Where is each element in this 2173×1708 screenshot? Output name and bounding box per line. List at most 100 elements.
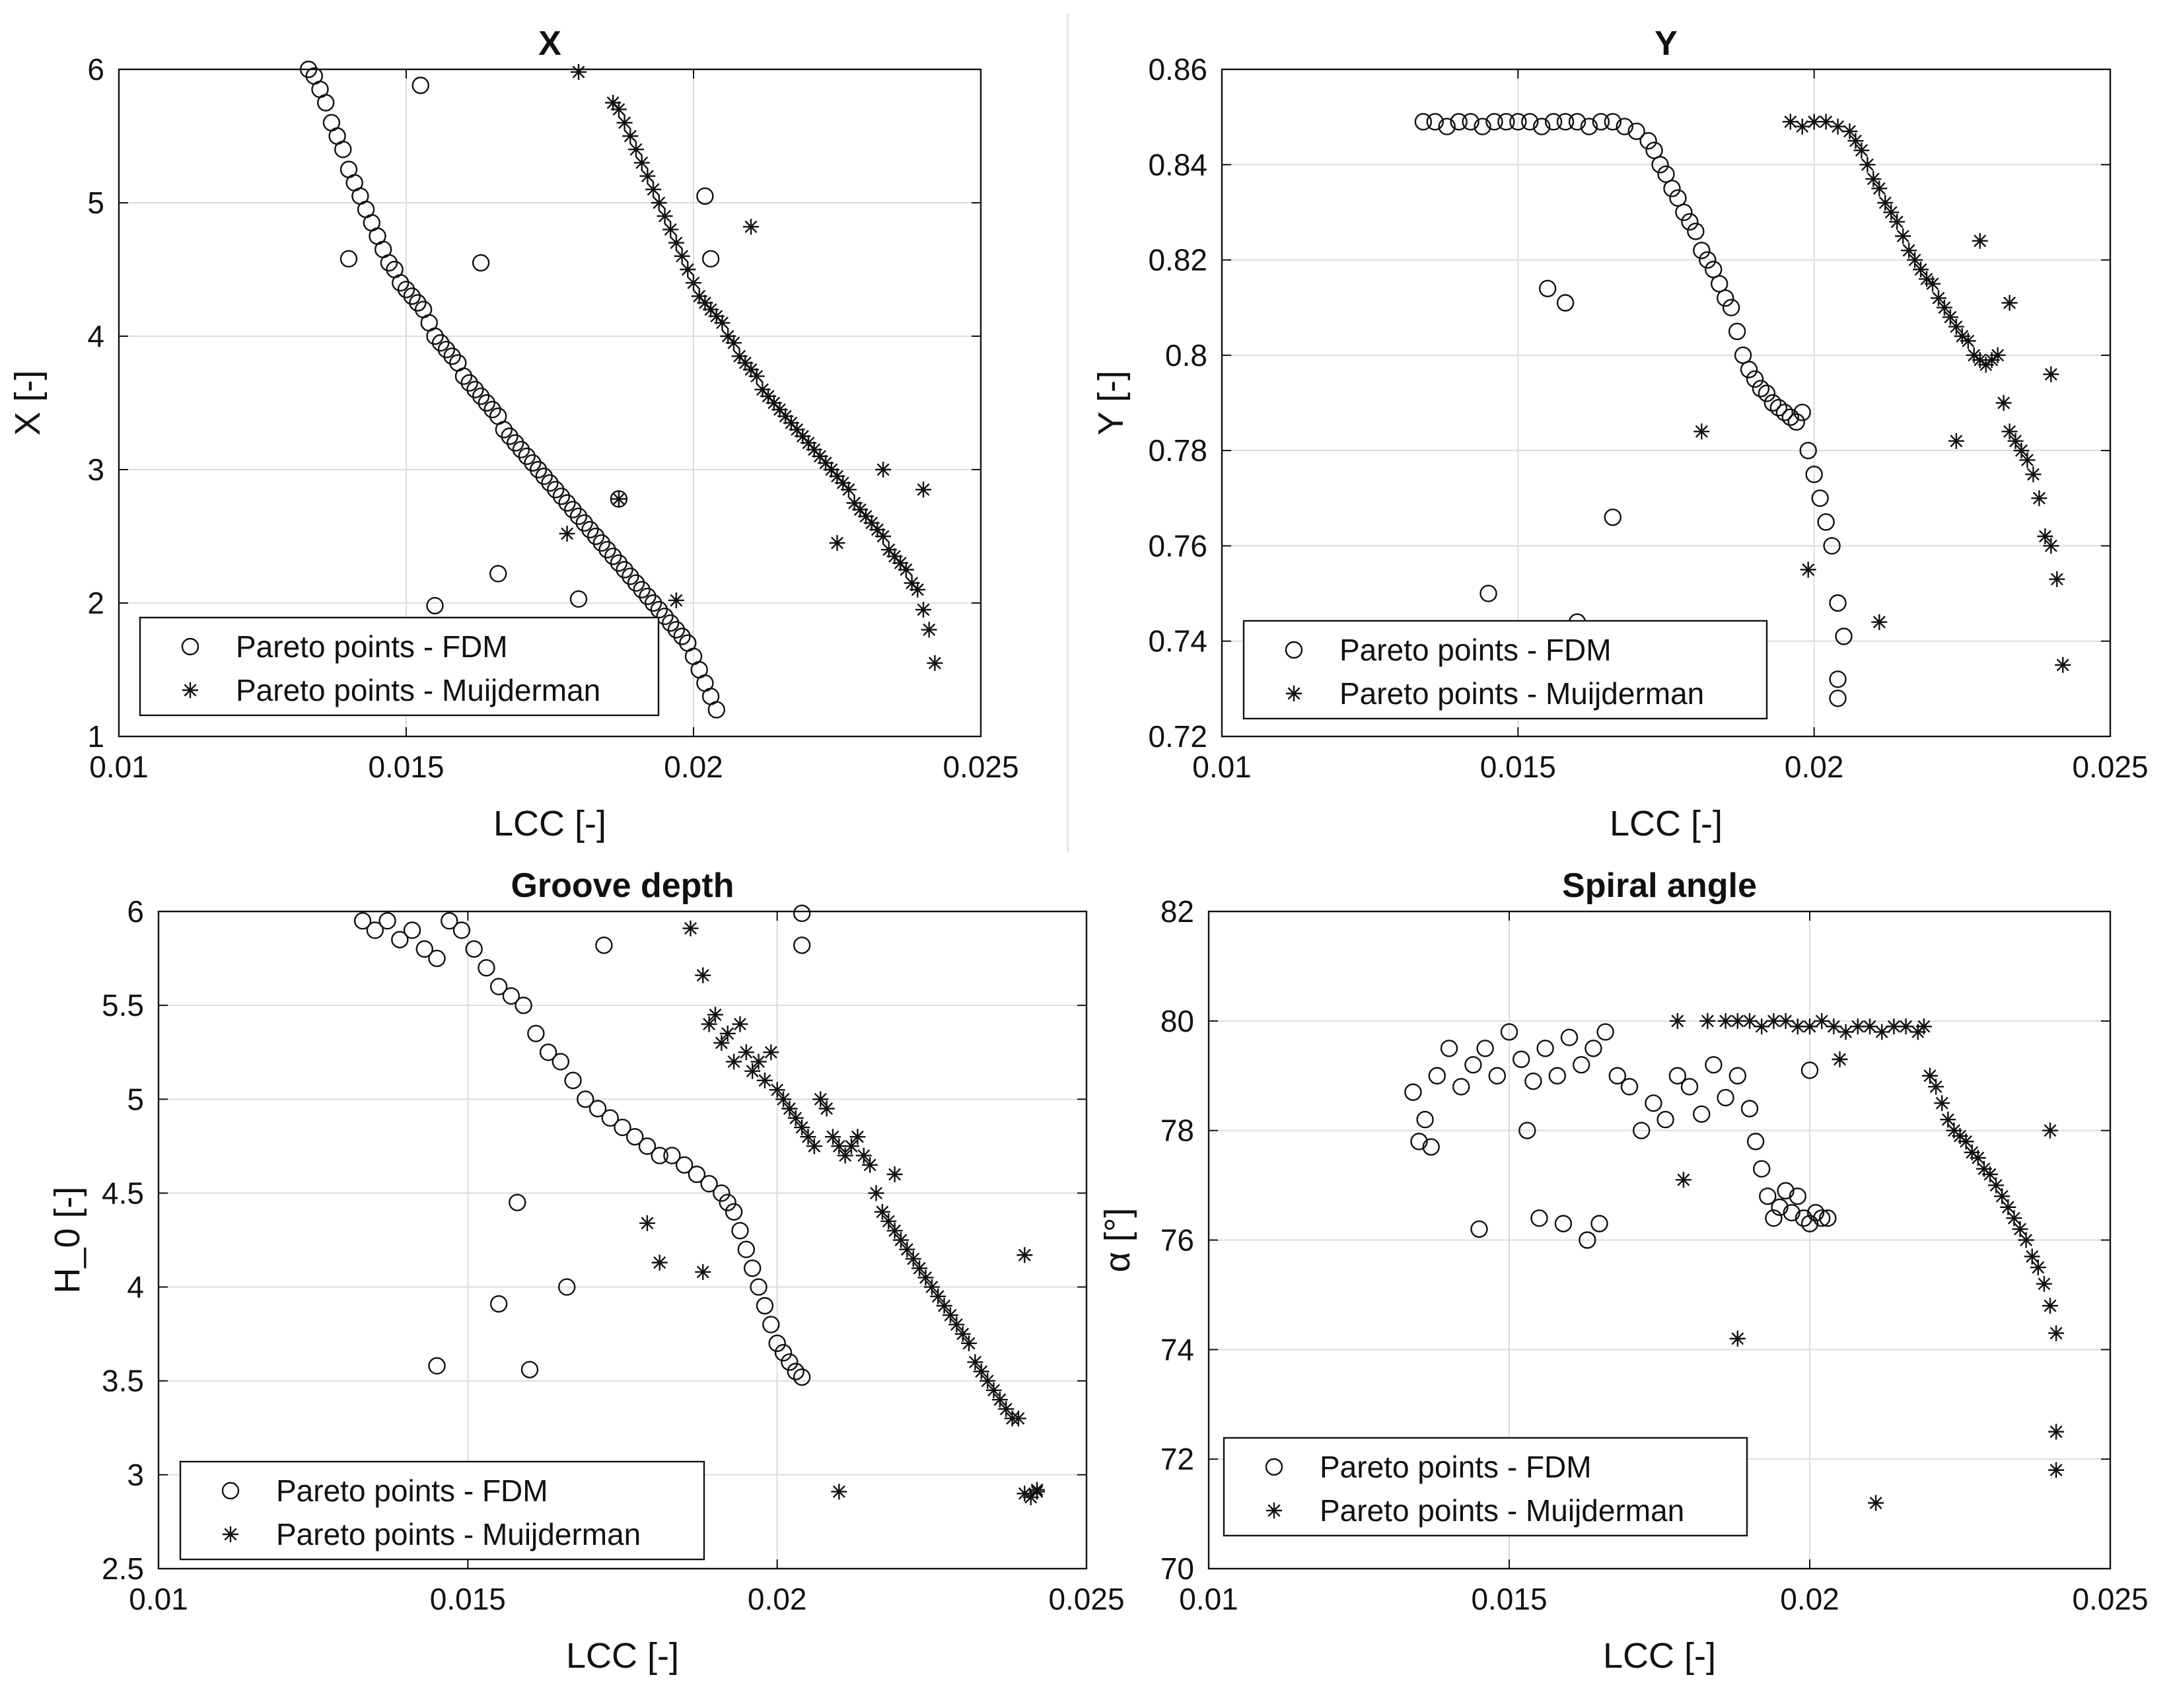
chart-1-point-fdm <box>460 374 478 392</box>
chart-4-point-muijderman <box>1988 1177 2005 1193</box>
chart-1-point-muijderman <box>869 521 886 538</box>
chart-2-point-muijderman <box>1865 170 1882 187</box>
chart-4-point-muijderman <box>1675 1172 1692 1188</box>
chart-2-point-fdm <box>1479 585 1497 602</box>
chart-4-point-muijderman <box>1994 1188 2011 1205</box>
chart-4-point-fdm <box>1410 1133 1428 1151</box>
chart-1-legend-label: Pareto points - FDM <box>236 629 508 664</box>
chart-1-point-muijderman <box>720 328 736 344</box>
chart-3-point-fdm <box>366 921 384 939</box>
chart-3-point-fdm <box>793 936 811 954</box>
chart-4-point-muijderman <box>1964 1144 1980 1160</box>
chart-1-legend: Pareto points - FDM Pareto points - Muijd… <box>139 616 660 717</box>
chart-3-point-fdm <box>768 1334 786 1353</box>
chart-1-point-fdm <box>633 581 651 598</box>
chart-4-point-fdm <box>1512 1050 1530 1069</box>
chart-1-point-muijderman <box>863 515 880 531</box>
chart-4-point-fdm <box>1470 1220 1488 1238</box>
chart-4-point-muijderman <box>1976 1160 1992 1177</box>
chart-1-point-muijderman <box>898 561 914 578</box>
chart-1-point-fdm <box>656 608 674 625</box>
chart-4-point-fdm <box>1680 1078 1699 1096</box>
chart-2-point-fdm <box>1811 489 1829 507</box>
chart-4-point-muijderman <box>2036 1275 2052 1292</box>
chart-4-point-muijderman <box>1898 1018 1914 1035</box>
chart-2-point-muijderman <box>1948 318 1964 335</box>
chart-4-point-muijderman <box>1915 1018 1932 1035</box>
chart-3-legend-marker-fdm <box>221 1481 240 1500</box>
chart-3-point-muijderman <box>824 1129 841 1145</box>
chart-1-point-fdm <box>610 554 628 572</box>
chart-1-point-muijderman <box>633 155 650 171</box>
chart-3-point-fdm <box>378 912 396 930</box>
chart-1-ytick-label: 3 <box>87 452 104 487</box>
chart-2-point-fdm <box>1604 508 1622 526</box>
chart-4-point-fdm <box>1518 1121 1536 1139</box>
chart-4-point-fdm <box>1500 1023 1518 1041</box>
chart-3-series-2 <box>639 920 1046 1505</box>
chart-2-point-fdm <box>1462 113 1479 131</box>
chart-3-point-fdm <box>428 1357 446 1375</box>
chart-2-point-fdm <box>1521 113 1539 131</box>
chart-3-point-muijderman <box>695 1263 711 1280</box>
chart-3-xtick-label: 0.02 <box>748 1582 807 1616</box>
chart-3-point-fdm <box>509 1193 526 1211</box>
chart-3-point-muijderman <box>967 1354 983 1370</box>
chart-3-point-fdm <box>614 1118 631 1137</box>
chart-3-point-muijderman <box>905 1250 921 1267</box>
chart-1-point-fdm <box>564 501 582 518</box>
chart-3-point-muijderman <box>874 1203 890 1220</box>
chart-1-point-fdm <box>472 387 490 406</box>
chart-4-point-fdm <box>1800 1215 1819 1232</box>
chart-2-point-muijderman <box>1800 561 1816 578</box>
chart-2-point-muijderman <box>1977 357 1994 373</box>
chart-3-point-fdm <box>428 949 446 968</box>
chart-1-point-fdm <box>701 250 720 268</box>
chart-1-point-muijderman <box>559 525 575 542</box>
chart-1-point-fdm <box>529 460 548 479</box>
chart-4-xlabel: LCC [-] <box>1603 1636 1716 1676</box>
chart-2-point-fdm <box>1450 113 1468 131</box>
chart-1-xlabel: LCC [-] <box>493 804 606 843</box>
chart-3-xlabel: LCC [-] <box>566 1636 679 1676</box>
chart-1-point-muijderman <box>674 248 690 264</box>
chart-2-point-fdm <box>1787 413 1805 431</box>
chart-2-point-muijderman <box>1930 290 1946 306</box>
chart-3-point-fdm <box>577 1090 594 1108</box>
chart-3-point-muijderman <box>651 1254 668 1271</box>
chart-3-point-muijderman <box>800 1129 816 1145</box>
chart-1-point-fdm <box>541 474 559 492</box>
chart-4-point-muijderman <box>1832 1051 1848 1067</box>
chart-4-point-fdm <box>1590 1215 1608 1232</box>
chart-4-point-fdm <box>1560 1028 1579 1046</box>
chart-1: 0.01 0.015 0.02 0.025 1 2 3 4 5 6 X LCC [-] X [-] Par… <box>8 24 1019 843</box>
chart-1-ytick-label: 1 <box>87 719 104 754</box>
chart-2-point-fdm <box>1509 113 1527 131</box>
chart-2-point-fdm <box>1740 361 1758 378</box>
chart-3-ytick-label: 2.5 <box>102 1551 144 1586</box>
chart-3-point-muijderman <box>911 1260 928 1277</box>
chart-1-point-muijderman <box>927 655 943 671</box>
chart-3-ylabel: H_0 [-] <box>48 1186 87 1293</box>
chart-2-point-muijderman <box>1942 309 1958 326</box>
chart-1-point-fdm <box>581 520 599 539</box>
chart-4-point-muijderman <box>1958 1133 1974 1150</box>
chart-4-point-muijderman <box>1940 1112 1956 1128</box>
chart-1-point-muijderman <box>760 388 777 404</box>
chart-1-legend-marker-fdm <box>181 637 199 656</box>
chart-4-legend-marker-fdm <box>1265 1458 1283 1476</box>
chart-4-point-muijderman <box>1849 1018 1866 1035</box>
chart-1-point-fdm <box>627 574 645 592</box>
chart-2-ylabel: Y [-] <box>1091 371 1131 435</box>
chart-2-point-fdm <box>1817 513 1835 531</box>
chart-4-point-fdm <box>1765 1209 1783 1227</box>
chart-3-point-fdm <box>539 1044 557 1061</box>
chart-3-point-fdm <box>515 996 532 1014</box>
chart-1-point-muijderman <box>754 381 771 398</box>
chart-1-point-fdm <box>639 587 657 606</box>
chart-3-point-fdm <box>403 921 421 939</box>
chart-1-point-muijderman <box>714 314 730 331</box>
chart-2-point-muijderman <box>2001 295 2018 311</box>
chart-2-xtick-label: 0.01 <box>1192 750 1252 784</box>
chart-2-point-muijderman <box>1830 118 1846 135</box>
